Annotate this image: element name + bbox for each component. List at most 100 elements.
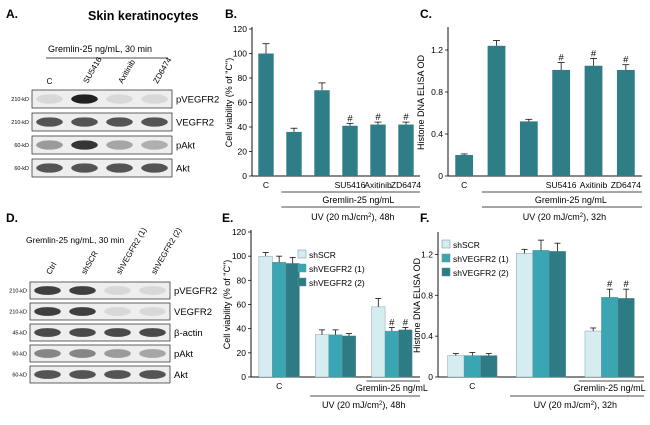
bar <box>601 297 619 378</box>
legend-swatch <box>297 263 307 273</box>
blot-band <box>104 328 131 337</box>
blot-lane-label: shSCR <box>79 249 100 276</box>
x-tick-label: C <box>263 180 269 190</box>
blot-protein-label: VEGFR2 <box>176 118 214 129</box>
blot-band <box>141 163 168 173</box>
bar <box>314 90 330 176</box>
blot-strip <box>31 112 173 132</box>
panel-letter-f: F. <box>420 211 429 225</box>
blot-strip <box>29 365 171 384</box>
blot-band <box>141 94 168 104</box>
bar <box>552 69 571 176</box>
x-tick-label: ZD6474 <box>391 180 422 190</box>
y-tick-label: 40 <box>238 122 248 132</box>
blot-protein-label: β-actin <box>174 328 203 339</box>
x-tick-label: ZD6474 <box>611 180 642 190</box>
significance-mark: # <box>591 48 597 59</box>
y-tick-label: 0 <box>241 372 246 382</box>
y-tick-label: 0 <box>428 372 433 382</box>
blot-strip <box>31 158 173 178</box>
bar <box>480 355 498 378</box>
blot-a-title: Skin keratinocytes <box>88 9 199 23</box>
chart-c: 0 0.4 0.8 1.2 Histone DNA ELISA OD C # SU5416 # A… <box>416 27 642 222</box>
blot-strip <box>31 135 173 155</box>
bar <box>342 125 358 176</box>
blot-band <box>36 117 63 127</box>
blot-a: C SU5416 Axitinib ZD6474 210-kD pVEGFR2 210-kD… <box>11 55 219 178</box>
bar <box>384 330 399 378</box>
blot-lane-label: shVEGFR2 (2) <box>149 226 183 276</box>
group-label: Gremlin-25 ng/mL <box>356 383 428 393</box>
y-tick-label: 100 <box>232 251 246 261</box>
blot-band <box>139 328 166 337</box>
blot-band <box>104 349 131 358</box>
blot-band <box>71 163 98 173</box>
blot-band <box>106 117 133 127</box>
blot-band <box>104 370 131 379</box>
blot-band <box>34 370 61 379</box>
blot-protein-label: pVEGFR2 <box>174 286 217 297</box>
y-tick-label: 60 <box>237 300 247 310</box>
y-tick-label: 1.2 <box>421 249 433 259</box>
blot-protein-label: VEGFR2 <box>174 307 212 318</box>
blot-kd-marker: 210-kD <box>9 289 27 295</box>
x-tick-label: C <box>276 381 282 391</box>
blot-band <box>71 140 98 150</box>
blot-band <box>71 94 98 104</box>
legend-label: shVEGFR2 (2) <box>453 268 509 278</box>
blot-band <box>71 117 98 127</box>
blot-band <box>69 370 96 379</box>
y-tick-label: 80 <box>237 275 247 285</box>
panel-letter-e: E. <box>222 211 233 225</box>
bar <box>258 255 273 378</box>
condition-label: UV (20 mJ/cm2), 32h <box>523 212 606 222</box>
blot-a-treatment: Gremlin-25 ng/mL, 30 min <box>48 44 152 54</box>
legend-swatch <box>441 267 451 277</box>
bar <box>272 262 287 378</box>
blot-band <box>34 286 61 295</box>
blot-band <box>104 307 131 316</box>
bar <box>370 124 386 176</box>
y-axis-label: Histone DNA ELISA OD <box>416 54 426 150</box>
y-tick-label: 80 <box>238 73 248 83</box>
blot-band <box>69 328 96 337</box>
blot-kd-marker: 45-kD <box>12 331 27 337</box>
condition-label: UV (20 mJ/cm2), 48h <box>322 400 405 410</box>
bar <box>315 334 329 378</box>
bar <box>487 45 506 176</box>
y-tick-label: 120 <box>232 227 246 237</box>
blot-strip <box>31 89 173 109</box>
blot-band <box>139 307 166 316</box>
legend-swatch <box>297 277 307 287</box>
bar <box>516 253 533 378</box>
condition-label: UV (20 mJ/cm2), 48h <box>311 212 394 222</box>
legend-label: shVEGFR2 (1) <box>309 264 365 274</box>
significance-mark: # <box>347 113 353 124</box>
bar <box>328 334 343 378</box>
blot-protein-label: pVEGFR2 <box>176 95 219 106</box>
blot-protein-label: pAkt <box>176 141 195 152</box>
blot-kd-marker: 210-kD <box>11 120 29 126</box>
significance-mark: # <box>375 112 381 123</box>
blot-band <box>34 349 61 358</box>
bar <box>519 121 538 176</box>
blot-lane-label: Axitinib <box>116 58 137 85</box>
x-tick-label: SU5416 <box>335 180 366 190</box>
y-axis-label: Cell viability (% of "C") <box>222 260 232 349</box>
y-tick-label: 60 <box>238 98 248 108</box>
legend-swatch <box>297 249 307 259</box>
bar <box>616 69 635 176</box>
blot-strip <box>29 323 171 342</box>
blot-band <box>69 349 96 358</box>
bar <box>584 330 602 378</box>
panel-letter-d: D. <box>6 211 18 225</box>
blot-band <box>106 163 133 173</box>
legend-label: shVEGFR2 (1) <box>453 254 509 264</box>
x-tick-label: C <box>461 180 467 190</box>
y-tick-label: 1.2 <box>431 45 443 55</box>
blot-band <box>36 140 63 150</box>
y-tick-label: 0.8 <box>431 87 443 97</box>
bar <box>371 306 386 378</box>
blot-band <box>69 286 96 295</box>
